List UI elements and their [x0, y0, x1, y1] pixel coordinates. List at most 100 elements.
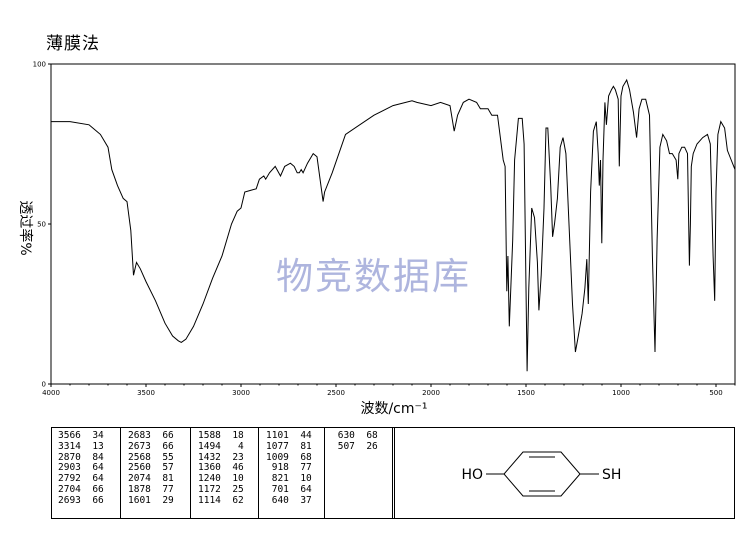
- peak-column: 1101 44 1077 81 1009 68 918 77 821 10 701 …: [266, 430, 312, 507]
- peak-entry: 507 26: [332, 440, 378, 453]
- peak-wavenumber: 2704: [58, 483, 81, 495]
- peak-wavenumber: 1101: [266, 430, 289, 441]
- peak-table: 3566 34 3314 13 2870 84 2903 64 2792 64 2704 …: [51, 427, 395, 519]
- peak-entry: 701 64: [266, 483, 312, 496]
- column-divider: [120, 428, 121, 518]
- peak-transmittance: 34: [80, 430, 104, 441]
- peak-entry: 1172 25: [198, 483, 244, 496]
- x-tick-label: 2500: [327, 389, 345, 397]
- y-tick-label: 50: [37, 221, 46, 229]
- y-tick-label: 100: [33, 61, 46, 69]
- peak-column: 2683 66 2673 66 2568 55 2560 57 2074 81 1878 …: [128, 430, 174, 507]
- column-divider: [258, 428, 259, 518]
- peak-column: 3566 34 3314 13 2870 84 2903 64 2792 64 2704 …: [58, 430, 104, 507]
- peak-wavenumber: 3314: [58, 440, 81, 452]
- peak-wavenumber: 2693: [58, 494, 81, 506]
- peak-entry: 1240 10: [198, 473, 244, 485]
- peak-wavenumber: 1494: [198, 440, 221, 452]
- peak-transmittance: 37: [288, 494, 312, 506]
- peak-wavenumber: 507: [332, 440, 355, 452]
- peak-entry: 821 10: [266, 473, 312, 485]
- peak-entry: 1494 4: [198, 440, 244, 453]
- peak-transmittance: 10: [220, 473, 244, 485]
- peak-entry: 2693 66: [58, 494, 104, 507]
- peak-wavenumber: 2792: [58, 473, 81, 485]
- peak-transmittance: 26: [354, 440, 378, 452]
- peak-wavenumber: 2568: [128, 451, 151, 463]
- peak-transmittance: 64: [80, 473, 104, 485]
- peak-transmittance: 66: [150, 440, 174, 452]
- y-axis-label: 透过率%: [17, 200, 34, 255]
- peak-wavenumber: 701: [266, 483, 289, 495]
- peak-entry: 1009 68: [266, 452, 312, 464]
- peak-transmittance: 77: [288, 462, 312, 474]
- peak-entry: 1360 46: [198, 462, 244, 474]
- x-tick-label: 3000: [232, 389, 250, 397]
- peak-wavenumber: 918: [266, 462, 289, 474]
- peak-entry: 2568 55: [128, 451, 174, 464]
- peak-entry: 2792 64: [58, 473, 104, 485]
- peak-column: 630 68 507 26: [332, 430, 378, 453]
- peak-entry: 630 68: [332, 430, 378, 442]
- column-divider: [190, 428, 191, 518]
- peak-entry: 1601 29: [128, 495, 174, 507]
- peak-column: 1588 18 1494 4 1432 23 1360 46 1240 10 1172 2…: [198, 430, 244, 507]
- peak-entry: 1588 18: [198, 430, 244, 442]
- peak-wavenumber: 3566: [58, 430, 81, 441]
- peak-transmittance: 57: [150, 462, 174, 474]
- peak-wavenumber: 640: [266, 494, 289, 506]
- peak-entry: 3314 13: [58, 440, 104, 453]
- peak-entry: 2560 57: [128, 462, 174, 474]
- peak-wavenumber: 1114: [198, 494, 221, 506]
- peak-transmittance: 23: [220, 451, 244, 463]
- peak-wavenumber: 2560: [128, 462, 151, 474]
- peak-entry: 918 77: [266, 462, 312, 474]
- peak-entry: 1077 81: [266, 440, 312, 453]
- spectrum-line: [51, 78, 736, 372]
- peak-transmittance: 64: [288, 483, 312, 495]
- peak-transmittance: 68: [354, 430, 378, 441]
- ir-spectrum-chart: 4000 3500 3000 2500 2000 1500 1000 500 0 50 100 波数…: [17, 61, 736, 417]
- x-tick-label: 4000: [42, 389, 60, 397]
- watermark-text: 物竞数据库: [276, 255, 471, 298]
- peak-entry: 1101 44: [266, 430, 312, 442]
- peak-wavenumber: 1077: [266, 440, 289, 452]
- peak-wavenumber: 2903: [58, 462, 81, 474]
- peak-wavenumber: 2683: [128, 430, 151, 441]
- peak-wavenumber: 1432: [198, 451, 221, 463]
- peak-transmittance: 66: [150, 430, 174, 441]
- column-divider: [324, 428, 325, 518]
- peak-entry: 1114 62: [198, 494, 244, 507]
- peak-transmittance: 46: [220, 462, 244, 474]
- peak-wavenumber: 1240: [198, 473, 221, 485]
- peak-wavenumber: 2673: [128, 440, 151, 452]
- thiol-label: SH: [602, 467, 621, 483]
- tick-marks: 4000 3500 3000 2500 2000 1500 1000 500 0 50 100: [33, 61, 736, 397]
- y-tick-label: 0: [42, 381, 46, 389]
- structure-box: HO SH: [393, 427, 735, 519]
- peak-transmittance: 77: [150, 483, 174, 495]
- peak-entry: 3566 34: [58, 430, 104, 442]
- peak-wavenumber: 1360: [198, 462, 221, 474]
- hydroxyl-label: HO: [461, 467, 483, 483]
- peak-transmittance: 66: [80, 483, 104, 495]
- peak-wavenumber: 2870: [58, 451, 81, 463]
- peak-entry: 2683 66: [128, 430, 174, 442]
- peak-transmittance: 84: [80, 451, 104, 463]
- peak-entry: 640 37: [266, 494, 312, 507]
- column-divider: [392, 428, 393, 518]
- chart-title: 薄膜法: [46, 34, 100, 54]
- peak-entry: 1878 77: [128, 483, 174, 496]
- peak-wavenumber: 630: [332, 430, 355, 441]
- peak-entry: 2903 64: [58, 462, 104, 474]
- x-tick-label: 2000: [422, 389, 440, 397]
- peak-entry: 2074 81: [128, 473, 174, 485]
- peak-entry: 2870 84: [58, 451, 104, 464]
- peak-transmittance: 10: [288, 473, 312, 485]
- x-tick-label: 3500: [137, 389, 155, 397]
- peak-wavenumber: 1172: [198, 483, 221, 495]
- peak-transmittance: 55: [150, 451, 174, 463]
- peak-transmittance: 13: [80, 440, 104, 452]
- x-tick-label: 1500: [517, 389, 535, 397]
- peak-wavenumber: 821: [266, 473, 289, 485]
